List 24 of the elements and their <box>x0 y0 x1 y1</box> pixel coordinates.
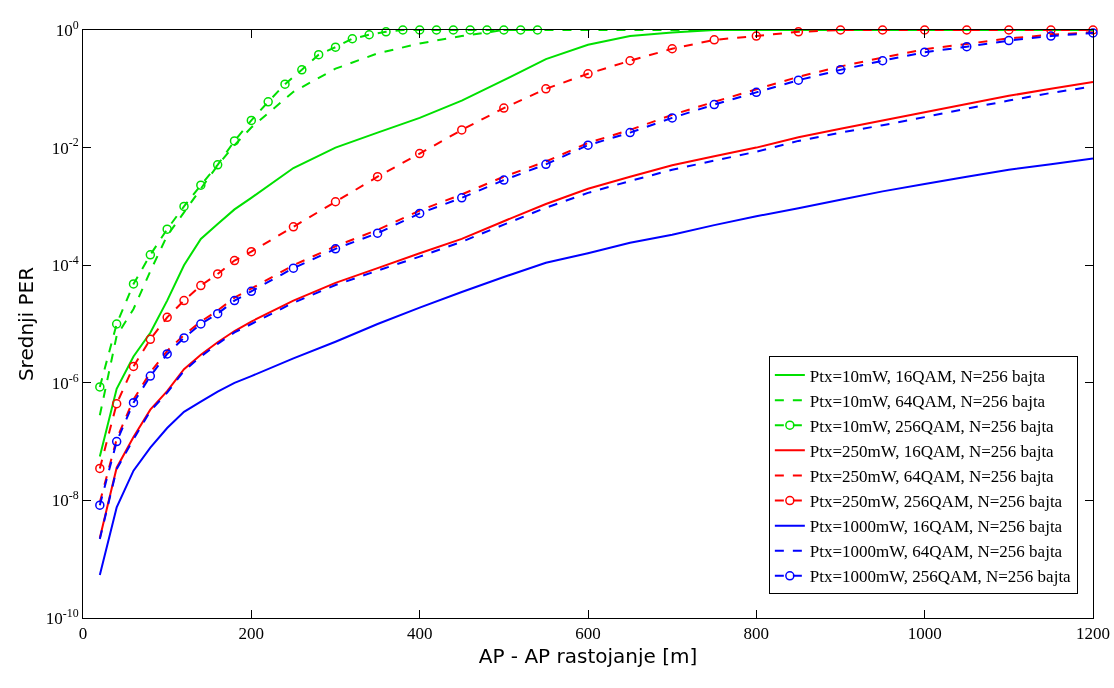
y-tick-label: 10$^{-2}$ <box>51 135 79 158</box>
x-axis-title: AP - AP rastojanje [m] <box>478 643 698 668</box>
legend-label: Ptx=250mW, 256QAM, N=256 bajta <box>809 492 1063 512</box>
y-axis-title: Srednji PER <box>14 266 39 382</box>
x-tick-label: 800 <box>743 624 770 644</box>
y-tick-label: 10$^{0}$ <box>55 17 79 40</box>
x-tick-label: 0 <box>78 624 88 644</box>
x-tick-label: 200 <box>238 624 265 644</box>
y-tick-label: 10$^{-4}$ <box>51 253 79 276</box>
y-tick-label: 10$^{-6}$ <box>51 370 79 393</box>
legend-label: Ptx=10mW, 16QAM, N=256 bajta <box>809 366 1046 386</box>
x-tick-label: 400 <box>406 624 433 644</box>
legend-label: Ptx=1000mW, 16QAM, N=256 bajta <box>809 517 1063 537</box>
legend-label: Ptx=10mW, 64QAM, N=256 bajta <box>809 391 1046 411</box>
y-tick-label: 10$^{-10}$ <box>45 605 79 628</box>
legend-label: Ptx=250mW, 16QAM, N=256 bajta <box>809 441 1055 461</box>
x-tick-label: 600 <box>575 624 601 644</box>
x-tick-label: 1200 <box>1076 624 1110 644</box>
legend-label: Ptx=10mW, 256QAM, N=256 bajta <box>809 416 1055 436</box>
x-tick-label: 1000 <box>907 624 942 644</box>
legend-label: Ptx=1000mW, 64QAM, N=256 bajta <box>809 542 1063 562</box>
y-tick-label: 10$^{-8}$ <box>51 488 79 511</box>
legend-label: Ptx=250mW, 64QAM, N=256 bajta <box>809 467 1055 487</box>
legend-label: Ptx=1000mW, 256QAM, N=256 bajta <box>809 567 1072 587</box>
